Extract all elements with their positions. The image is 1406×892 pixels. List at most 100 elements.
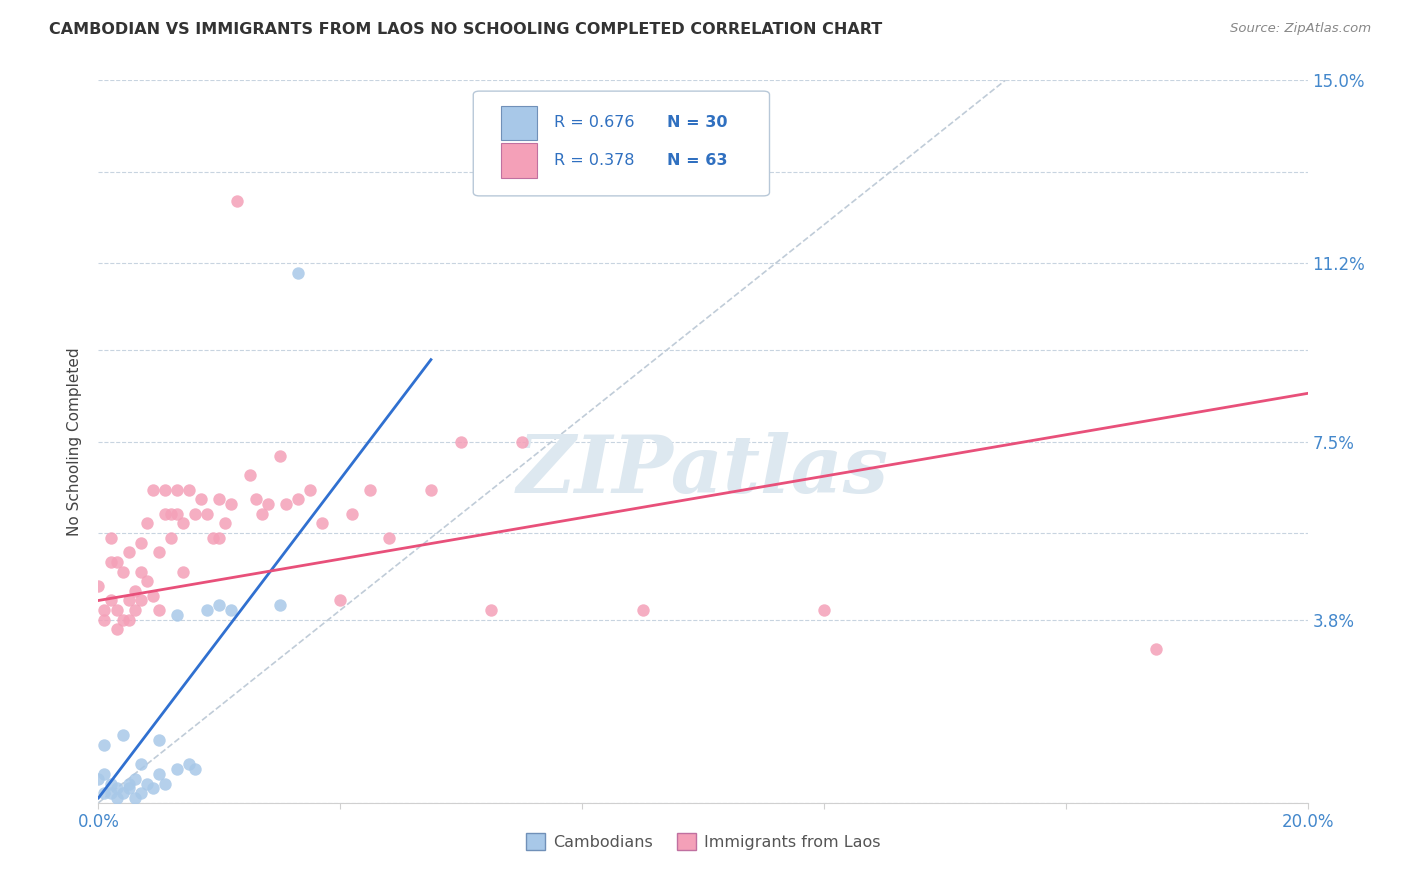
Point	[87, 772, 110, 786]
Point	[269, 599, 291, 613]
Point	[124, 791, 146, 805]
Point	[100, 786, 122, 800]
Point	[129, 786, 152, 800]
Point	[274, 497, 297, 511]
Point	[100, 555, 122, 569]
Point	[1144, 641, 1167, 656]
Point	[111, 728, 134, 742]
Point	[118, 545, 141, 559]
Point	[311, 516, 333, 531]
FancyBboxPatch shape	[474, 91, 769, 196]
Point	[179, 483, 201, 497]
Point	[166, 762, 188, 776]
Point	[105, 623, 128, 637]
Text: N = 63: N = 63	[666, 153, 727, 168]
Point	[287, 266, 309, 280]
Point	[124, 583, 146, 598]
Point	[195, 507, 218, 521]
Point	[166, 483, 188, 497]
Point	[226, 194, 249, 208]
Point	[135, 516, 157, 531]
Point	[420, 483, 443, 497]
Y-axis label: No Schooling Completed: No Schooling Completed	[67, 347, 83, 536]
Point	[166, 507, 188, 521]
Point	[142, 589, 165, 603]
Point	[250, 507, 273, 521]
Point	[124, 603, 146, 617]
Point	[135, 776, 157, 790]
Point	[124, 772, 146, 786]
Point	[631, 603, 654, 617]
Point	[100, 593, 122, 607]
Point	[184, 507, 207, 521]
Point	[142, 483, 165, 497]
Point	[299, 483, 322, 497]
Text: N = 30: N = 30	[666, 115, 727, 130]
Point	[179, 757, 201, 772]
Point	[148, 603, 170, 617]
Point	[148, 545, 170, 559]
Point	[100, 531, 122, 545]
Point	[153, 776, 176, 790]
Point	[129, 593, 152, 607]
Point	[153, 507, 176, 521]
Point	[129, 565, 152, 579]
Point	[118, 776, 141, 790]
Point	[105, 791, 128, 805]
Point	[153, 483, 176, 497]
Point	[118, 613, 141, 627]
Point	[269, 449, 291, 463]
Point	[208, 531, 231, 545]
Point	[100, 776, 122, 790]
Point	[93, 786, 115, 800]
Point	[93, 603, 115, 617]
Point	[450, 434, 472, 449]
Text: R = 0.676: R = 0.676	[554, 115, 634, 130]
Bar	[501, 143, 537, 178]
Point	[105, 555, 128, 569]
Point	[342, 507, 364, 521]
Point	[184, 762, 207, 776]
Point	[221, 497, 243, 511]
Point	[93, 767, 115, 781]
Point	[287, 492, 309, 507]
Point	[510, 434, 533, 449]
Point	[148, 733, 170, 747]
Point	[129, 535, 152, 549]
Point	[208, 599, 231, 613]
Bar	[501, 105, 537, 140]
Point	[160, 507, 183, 521]
Point	[377, 531, 399, 545]
Point	[172, 565, 194, 579]
Text: Source: ZipAtlas.com: Source: ZipAtlas.com	[1230, 22, 1371, 36]
Point	[202, 531, 225, 545]
Point	[118, 781, 141, 796]
Point	[190, 492, 212, 507]
Text: ZIPatlas: ZIPatlas	[517, 432, 889, 509]
Point	[93, 738, 115, 752]
Point	[148, 767, 170, 781]
Point	[329, 593, 352, 607]
Point	[221, 603, 243, 617]
Point	[118, 593, 141, 607]
Point	[111, 565, 134, 579]
Point	[166, 607, 188, 622]
Point	[245, 492, 267, 507]
Text: R = 0.378: R = 0.378	[554, 153, 634, 168]
Point	[160, 531, 183, 545]
Point	[813, 603, 835, 617]
Point	[195, 603, 218, 617]
Point	[172, 516, 194, 531]
Point	[239, 468, 262, 483]
Point	[256, 497, 278, 511]
Point	[360, 483, 382, 497]
Point	[208, 492, 231, 507]
Legend: Cambodians, Immigrants from Laos: Cambodians, Immigrants from Laos	[519, 827, 887, 856]
Point	[111, 613, 134, 627]
Text: CAMBODIAN VS IMMIGRANTS FROM LAOS NO SCHOOLING COMPLETED CORRELATION CHART: CAMBODIAN VS IMMIGRANTS FROM LAOS NO SCH…	[49, 22, 883, 37]
Point	[111, 786, 134, 800]
Point	[214, 516, 236, 531]
Point	[105, 603, 128, 617]
Point	[135, 574, 157, 589]
Point	[481, 603, 503, 617]
